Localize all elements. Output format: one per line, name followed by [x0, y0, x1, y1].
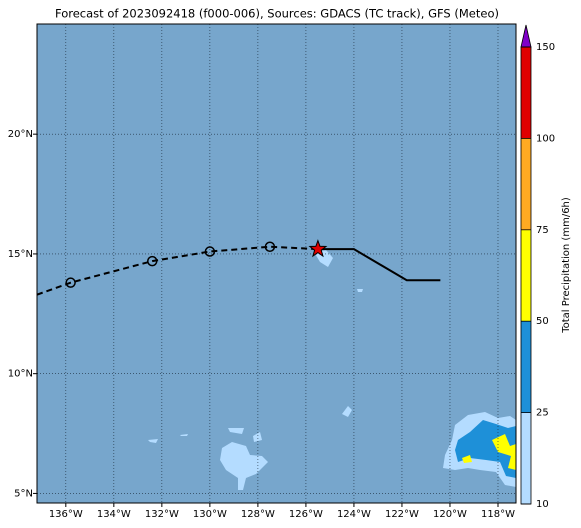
precip-area: [455, 420, 516, 478]
colorbar-tick-label: 10: [536, 499, 549, 510]
colorbar-label: Total Precipitation (mm/6h): [561, 197, 572, 334]
colorbar-segment: [521, 229, 531, 322]
current-position: [308, 239, 328, 258]
colorbar-segment: [521, 47, 531, 139]
x-tick-label: 128°W: [241, 509, 275, 520]
colorbar-tick-label: 25: [536, 408, 549, 419]
title: Forecast of 2023092418 (f000-006), Sourc…: [55, 7, 499, 21]
x-tick-label: 124°W: [337, 509, 371, 520]
colorbar-tick-label: 100: [536, 133, 555, 144]
x-tick-label: 122°W: [385, 509, 419, 520]
precip-area: [492, 434, 516, 470]
y-tick-label: 20°N: [8, 129, 33, 140]
precip-area: [220, 442, 268, 490]
colorbar-tick-label: 75: [536, 225, 549, 236]
colorbar: 10 25 50 75 100 150: [520, 24, 555, 510]
x-tick-label: 134°W: [97, 509, 131, 520]
precip-area: [462, 455, 472, 463]
x-tick-label: 118°W: [481, 509, 515, 520]
colorbar-extend: [520, 24, 532, 48]
track-point: [204, 246, 216, 257]
track-point: [65, 277, 76, 288]
track: [37, 239, 441, 296]
map-frame: [36, 23, 517, 504]
y-tick-label: 15°N: [8, 249, 33, 260]
grid: [37, 24, 516, 503]
x-tick-label: 126°W: [289, 509, 323, 520]
colorbar-tick-label: 150: [536, 42, 555, 53]
precip-area: [342, 406, 352, 417]
colorbar-segment: [521, 412, 531, 504]
x-tick-label: 136°W: [49, 509, 83, 520]
map-background: [37, 24, 516, 503]
y-tick-label: 10°N: [8, 369, 33, 380]
colorbar-tick-label: 50: [536, 316, 549, 327]
precip-area: [228, 428, 244, 434]
track-point: [264, 241, 276, 252]
precip-area: [253, 432, 262, 442]
colorbar-segment: [521, 321, 531, 413]
x-tick-label: 120°W: [433, 509, 467, 520]
y-tick-label: 5°N: [14, 488, 33, 499]
precip-area: [148, 439, 158, 443]
colorbar-segment: [521, 138, 531, 230]
precipitation: [148, 250, 516, 490]
track-point: [146, 255, 158, 267]
x-tick-label: 130°W: [193, 509, 227, 520]
forecast-track: [317, 248, 441, 282]
x-tick-label: 132°W: [145, 509, 179, 520]
precip-area: [357, 289, 363, 292]
precip-area: [180, 434, 188, 436]
precip-area: [314, 250, 333, 267]
